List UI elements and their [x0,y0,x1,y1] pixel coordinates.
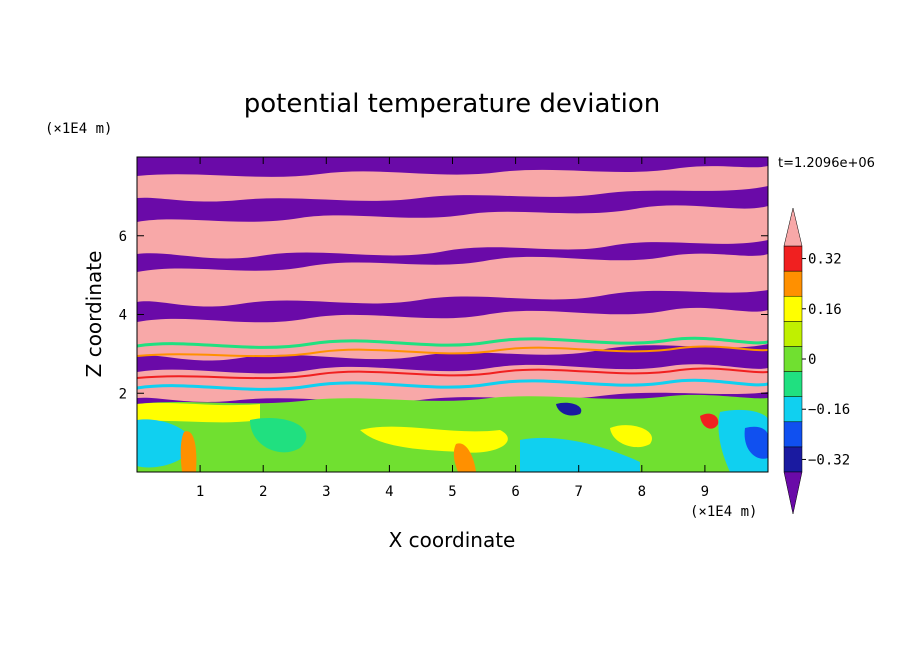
pink-band-1 [137,166,768,202]
x-tick-label: 4 [385,484,393,500]
y-axis-ticks: 2 4 6 [119,229,768,402]
cyan-patch-1 [137,419,192,468]
colorbar-box [783,245,803,272]
colorbar-box [783,396,803,423]
transition-line-3 [137,378,768,391]
x-unit-label: (×1E4 m) [690,504,757,520]
transition-line-4 [137,367,768,380]
cyan-patch-2 [520,437,640,472]
x-tick-label: 8 [638,484,646,500]
orange-plume-1 [180,431,197,472]
time-label: t=1.2096e+06 [778,156,875,171]
y-axis-label: Z coordinate [82,251,106,378]
colorbar-tick-label: 0.16 [808,302,842,318]
transition-line-1 [137,336,768,349]
x-tick-label: 5 [448,484,456,500]
colorbar-tick-label: −0.32 [808,452,850,468]
x-tick-label: 1 [196,484,204,500]
blue-patch-2 [556,402,582,416]
colorbar-box [783,421,803,448]
x-tick-label: 9 [701,484,709,500]
colorbar-box [783,270,803,297]
colorbar-box [783,446,803,473]
red-blob [700,413,719,429]
colorbar-bottom-extension [783,471,803,515]
yellow-patch-2 [360,426,508,453]
yellow-patch-3 [610,425,652,448]
colorbar-top-extension [783,207,803,247]
colorbar-box [783,295,803,322]
pink-band-3 [137,253,768,307]
x-tick-label: 2 [259,484,267,500]
transition-line-2 [137,345,768,358]
blue-patch-1 [744,426,768,459]
y-tick-label: 4 [119,308,127,324]
y-tick-label: 2 [119,386,127,402]
x-tick-label: 6 [511,484,519,500]
y-tick-label: 6 [119,229,127,245]
colorbar-box [783,321,803,347]
pink-band-2 [137,205,768,259]
colorbar-tick-label: 0.32 [808,252,842,268]
colorbar-box [783,346,803,372]
colorbar: 0.32 0.16 0 −0.16 −0.32 [783,207,850,515]
orange-plume-2 [453,443,476,472]
x-axis-ticks: 1 2 3 4 5 6 7 8 9 [196,157,709,500]
x-tick-label: 3 [322,484,330,500]
y-unit-label: (×1E4 m) [45,121,112,137]
x-tick-label: 7 [574,484,582,500]
chart-title: potential temperature deviation [244,89,660,119]
colorbar-box [783,371,803,397]
yellow-patch-1 [137,402,260,423]
colorbar-tick-label: 0 [808,352,816,368]
contour-field [137,157,768,472]
x-axis-label: X coordinate [389,528,516,552]
colorbar-tick-label: −0.16 [808,402,850,418]
green-patch-1 [250,418,307,453]
